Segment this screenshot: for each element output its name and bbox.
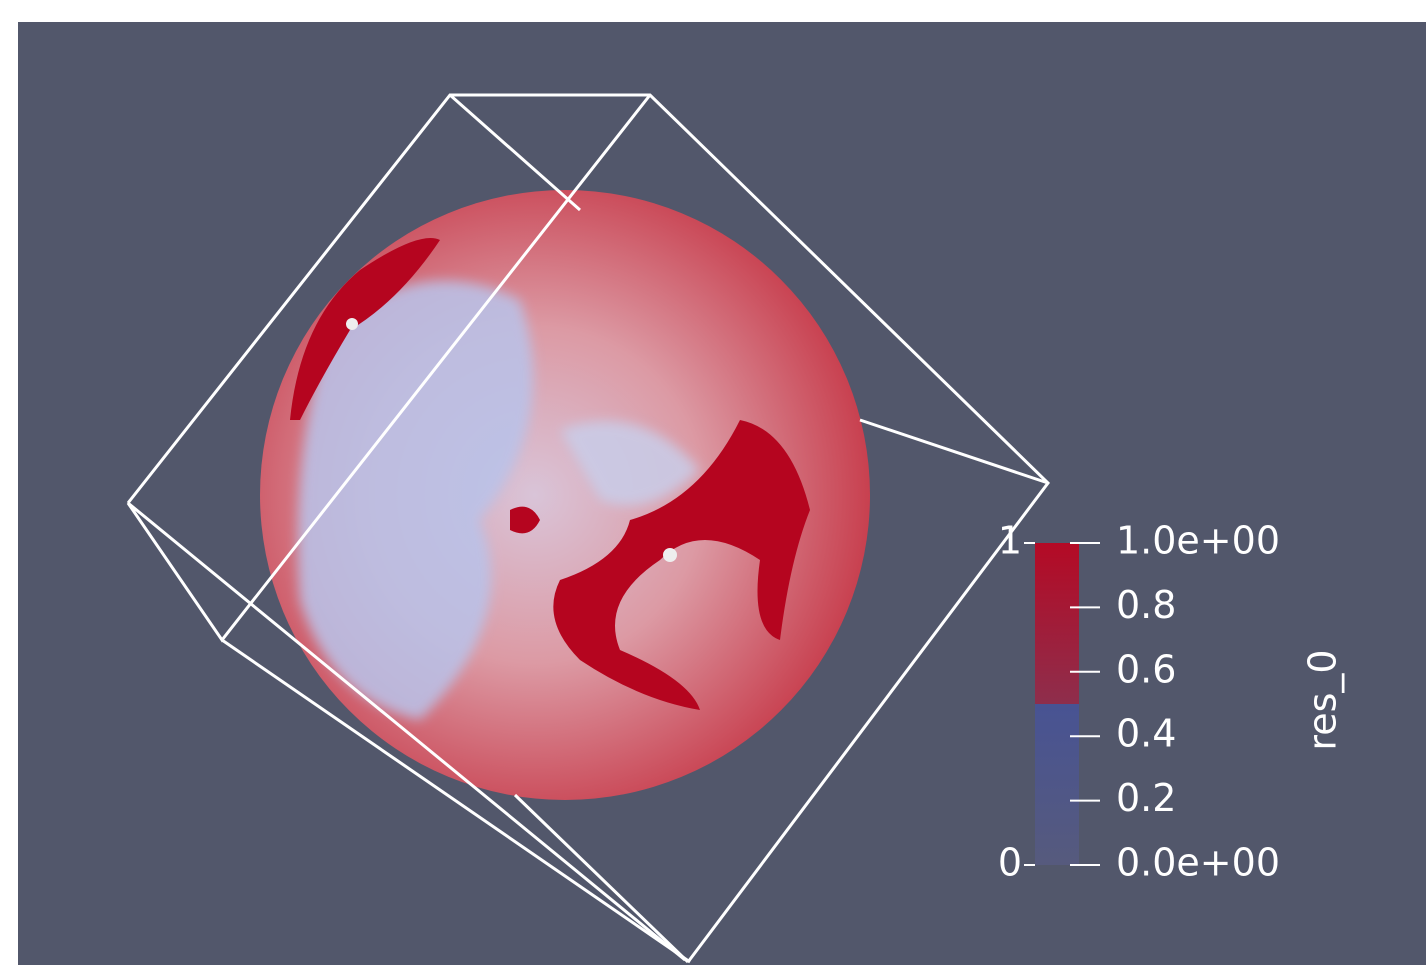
color-bar [1035,543,1079,865]
tick-label: 0.4 [1116,712,1176,756]
sphere [260,190,870,800]
page: res_0 1.0e+000.80.60.40.20.0e+0001 (() =… [0,0,1426,965]
tick-label: 0.6 [1116,647,1176,691]
range-label: 0 [998,841,1022,885]
range-label: 1 [998,519,1022,563]
render-view: res_0 1.0e+00 0.8 0.6 0.4 0.2 0.0e+00 0 1 [0,0,1426,965]
tick-label: 1.0e+00 [1116,519,1280,563]
tick-label: 0.2 [1116,776,1176,820]
tick-label: 0.8 [1116,583,1176,627]
color-bar-title: res_0 [1301,649,1345,750]
tick-label: 0.0e+00 [1116,841,1280,885]
